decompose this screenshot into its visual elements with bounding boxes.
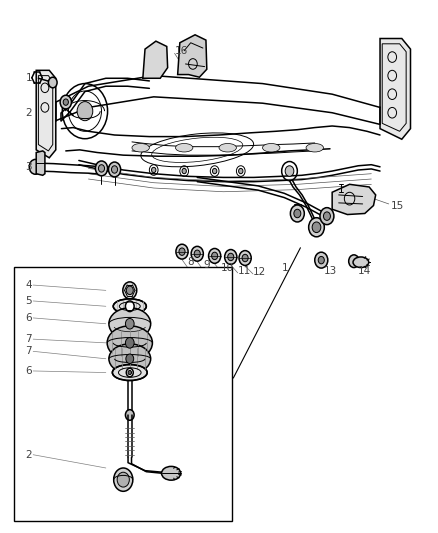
Polygon shape (36, 70, 56, 158)
Circle shape (112, 166, 117, 173)
Ellipse shape (219, 143, 237, 152)
Ellipse shape (109, 308, 151, 340)
Text: 10: 10 (221, 263, 234, 273)
Text: 7: 7 (25, 334, 32, 344)
Text: 8: 8 (187, 257, 194, 267)
Circle shape (128, 370, 131, 375)
Circle shape (294, 209, 301, 217)
Circle shape (48, 77, 57, 88)
Polygon shape (143, 41, 168, 78)
Ellipse shape (132, 143, 149, 152)
Text: 2: 2 (25, 108, 32, 118)
Circle shape (208, 248, 221, 263)
Polygon shape (332, 184, 376, 215)
Text: 11: 11 (238, 266, 251, 276)
Text: 1: 1 (282, 263, 289, 273)
Text: 13: 13 (323, 266, 337, 276)
Ellipse shape (176, 143, 193, 152)
Circle shape (29, 159, 42, 174)
Text: 6: 6 (25, 366, 32, 376)
Ellipse shape (109, 344, 151, 374)
Circle shape (99, 165, 105, 172)
Circle shape (117, 472, 129, 487)
Circle shape (95, 161, 108, 176)
Circle shape (349, 255, 359, 268)
Circle shape (239, 251, 251, 265)
Text: 2: 2 (25, 450, 32, 460)
Circle shape (126, 286, 133, 295)
Ellipse shape (162, 466, 181, 480)
Polygon shape (178, 35, 207, 77)
Circle shape (212, 252, 218, 260)
Text: 4: 4 (25, 280, 32, 290)
Ellipse shape (306, 143, 323, 152)
Circle shape (191, 246, 203, 261)
Circle shape (182, 168, 186, 174)
Text: 12: 12 (253, 267, 266, 277)
Circle shape (323, 212, 330, 220)
Circle shape (179, 248, 185, 255)
Circle shape (123, 282, 137, 299)
Text: 6: 6 (25, 313, 32, 323)
Circle shape (290, 205, 304, 222)
Circle shape (152, 167, 156, 173)
Text: 16: 16 (175, 46, 188, 56)
Circle shape (125, 337, 134, 348)
Circle shape (228, 253, 234, 261)
Bar (14, 266, 232, 521)
Circle shape (125, 301, 134, 312)
Text: 9: 9 (203, 261, 209, 270)
Circle shape (109, 162, 120, 177)
Ellipse shape (113, 365, 147, 381)
Circle shape (242, 254, 248, 262)
Ellipse shape (262, 143, 280, 152)
Circle shape (176, 244, 188, 259)
Text: 3: 3 (25, 162, 32, 172)
Circle shape (285, 166, 294, 176)
Ellipse shape (353, 257, 369, 268)
Circle shape (125, 318, 134, 329)
Circle shape (225, 249, 237, 264)
Ellipse shape (107, 326, 152, 360)
Circle shape (212, 168, 217, 174)
Circle shape (125, 410, 134, 420)
Circle shape (63, 99, 68, 106)
Circle shape (318, 256, 324, 264)
Text: 7: 7 (25, 346, 32, 357)
Text: 14: 14 (358, 266, 371, 276)
Circle shape (239, 168, 243, 174)
Circle shape (60, 95, 71, 109)
Circle shape (77, 102, 93, 120)
Circle shape (114, 468, 133, 491)
Text: 5: 5 (25, 296, 32, 306)
Circle shape (194, 250, 200, 257)
Circle shape (315, 252, 328, 268)
Circle shape (312, 222, 321, 232)
Circle shape (126, 368, 133, 377)
Circle shape (126, 354, 134, 364)
Polygon shape (36, 151, 45, 175)
Circle shape (309, 217, 324, 237)
Ellipse shape (113, 299, 146, 314)
Polygon shape (380, 38, 410, 139)
Text: 1: 1 (25, 73, 32, 83)
Circle shape (320, 208, 334, 224)
Text: 15: 15 (391, 201, 404, 211)
